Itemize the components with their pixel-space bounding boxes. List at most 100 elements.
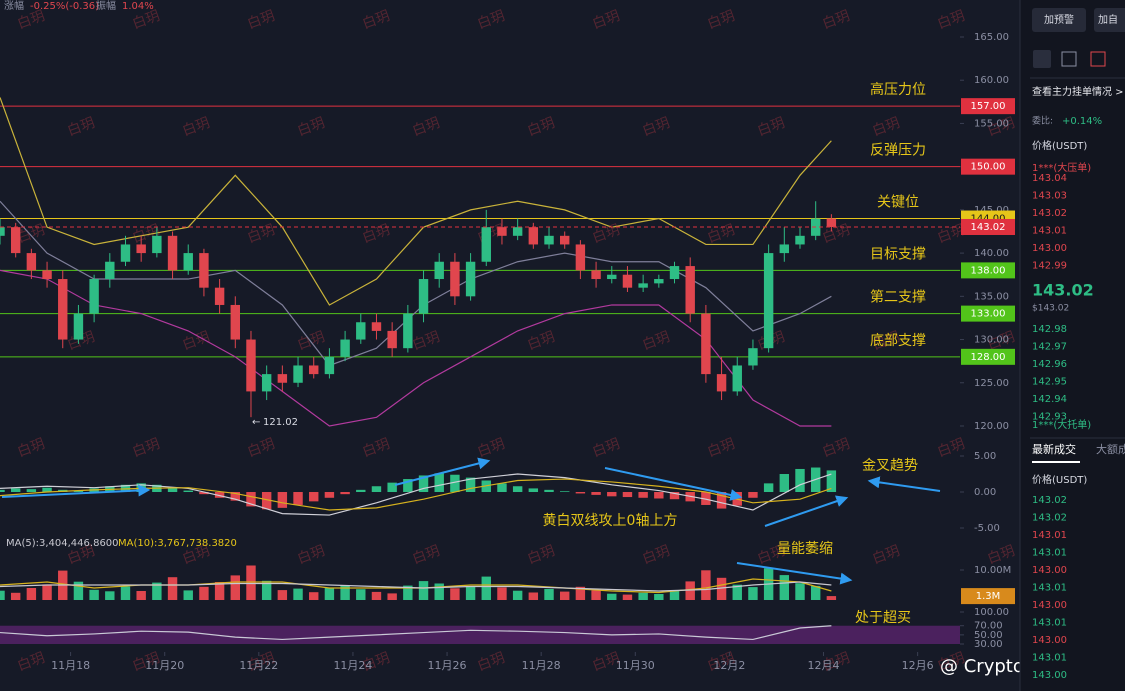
candle-body [544, 235, 554, 245]
big-ask: 1***(大压单) [1032, 161, 1091, 174]
candle-body [58, 279, 68, 340]
y-tick-label: 135.00 [974, 291, 1009, 302]
macd-bar [779, 474, 790, 493]
volume-bar [136, 591, 146, 600]
ask-price: 143.03 [1032, 191, 1067, 202]
y-tick-label: 155.00 [974, 118, 1009, 129]
indicator-line [0, 581, 832, 592]
macd-bar [403, 479, 413, 493]
indicator-line [0, 625, 832, 641]
macd-bar [748, 492, 758, 498]
trade-price: 143.02 [1032, 513, 1067, 524]
candle-body [481, 227, 491, 262]
volume-bar [246, 565, 256, 600]
annotation: 处于超买 [855, 610, 911, 626]
main-orders-link[interactable]: 查看主力挂单情况 > [1032, 85, 1124, 98]
x-tick-label: 11月28 [522, 659, 561, 672]
tab[interactable]: 大额成 [1096, 442, 1125, 456]
candle-body [183, 253, 193, 271]
macd-bar [183, 490, 193, 493]
volume-bar [810, 585, 821, 600]
volume-bar [748, 587, 758, 600]
last-usd: $143.02 [1032, 304, 1069, 314]
volume-bar [73, 581, 84, 600]
current-price-tag [961, 218, 1015, 235]
current-price-label: 143.02 [971, 222, 1006, 233]
candle-body [277, 374, 288, 383]
macd-bar [167, 487, 178, 493]
bid-price: 142.96 [1032, 359, 1067, 370]
volume-tag [961, 588, 1015, 605]
candle-body [293, 365, 303, 383]
ratio-label: 委比: [1032, 115, 1053, 127]
volume-bar [26, 588, 37, 600]
y-tick-label: 10.00M [974, 565, 1011, 576]
price-header: 价格(USDT) [1032, 139, 1087, 152]
candle-body [246, 339, 256, 392]
macd-bar [277, 492, 288, 508]
candle-body [654, 279, 664, 284]
trades-header: 价格(USDT) [1032, 473, 1087, 486]
amplitude-label: 振幅 [96, 0, 116, 12]
y-tick-label: 160.00 [974, 75, 1009, 86]
change-value: -0.25%(-0.36) [30, 1, 99, 12]
annotation: 量能萎缩 [777, 541, 833, 557]
y-tick-label: 140.00 [974, 248, 1009, 259]
volume-bar [105, 591, 115, 600]
alert-button-label[interactable]: 加预警 [1044, 13, 1074, 26]
candle-body [403, 313, 413, 349]
level-name: 高压力位 [870, 81, 926, 98]
macd-bar [465, 477, 476, 493]
volume-bar [10, 592, 21, 600]
trade-price: 143.00 [1032, 635, 1067, 646]
trade-price: 143.01 [1032, 548, 1067, 559]
candle-body [0, 227, 5, 236]
volume-bar [685, 581, 695, 600]
candle-body [356, 322, 366, 340]
macd-bar [214, 492, 225, 498]
annotation: 金叉趋势 [862, 458, 918, 474]
trade-price: 143.02 [1032, 495, 1067, 506]
volume-bar [654, 594, 664, 600]
volume-bar [732, 584, 742, 600]
arrow [1, 484, 151, 498]
y-tick-label: 125.00 [974, 378, 1009, 389]
macd-bar [607, 492, 617, 497]
view-toggle[interactable] [1061, 51, 1077, 67]
amplitude-value: 1.04% [122, 1, 154, 12]
view-toggle[interactable] [1033, 50, 1051, 68]
candle-body [669, 266, 680, 280]
watch-button[interactable] [1094, 8, 1125, 32]
change-label: 涨幅 [4, 0, 24, 12]
ask-price: 143.00 [1032, 243, 1067, 254]
arrow [867, 476, 941, 492]
candle-body [528, 227, 539, 245]
y-tick-label: -5.00 [974, 523, 1000, 534]
volume-bar [512, 590, 523, 600]
level-name: 关键位 [877, 195, 919, 211]
macd-bar [575, 492, 586, 494]
y-tick-label: 100.00 [974, 607, 1009, 618]
candle-body [826, 218, 837, 227]
view-toggle[interactable] [1090, 51, 1106, 67]
macd-bar [42, 487, 52, 493]
level-tag-label: 157.00 [971, 101, 1006, 112]
level-name: 第二支撑 [870, 289, 926, 306]
candle-body [387, 330, 397, 349]
last-price: 143.02 [1032, 281, 1094, 300]
macd-bar [199, 492, 209, 495]
x-tick-label: 11月18 [51, 659, 90, 672]
ask-price: 143.01 [1032, 226, 1067, 237]
tab[interactable]: 最新成交 [1032, 442, 1076, 456]
x-tick-label: 12月6 [902, 659, 934, 672]
volume-bar [0, 590, 5, 600]
volume-tag-label: 1.3M [976, 591, 1001, 602]
candle-body [779, 244, 790, 254]
watch-button-label[interactable]: 加自 [1098, 13, 1118, 26]
alert-button[interactable] [1032, 8, 1086, 32]
candle-body [607, 274, 617, 280]
candle-body [497, 227, 507, 236]
volume-bar [497, 587, 507, 600]
